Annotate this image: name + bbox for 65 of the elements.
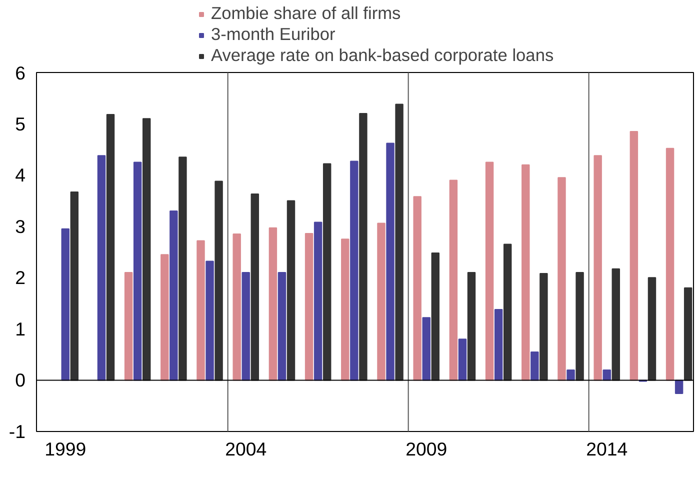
bar	[494, 308, 503, 381]
y-tick-label: -1	[8, 421, 26, 442]
bar	[422, 317, 430, 381]
bar	[458, 338, 467, 381]
bar	[540, 273, 548, 381]
bar	[170, 210, 178, 381]
y-tick-label: 2	[15, 267, 26, 288]
bar	[250, 194, 260, 381]
bar	[178, 156, 187, 381]
bar	[666, 148, 674, 381]
bar	[485, 162, 494, 381]
bar	[322, 163, 332, 381]
bar	[359, 113, 368, 381]
bar	[160, 254, 169, 381]
legend-label: Zombie share of all firms	[211, 3, 401, 24]
bar	[133, 162, 142, 381]
bar	[566, 369, 575, 381]
x-tick-label: 2009	[406, 438, 448, 460]
x-tick-label: 2014	[586, 438, 628, 460]
y-tick-label: 3	[15, 216, 26, 237]
bar	[97, 155, 106, 381]
bar	[70, 191, 79, 381]
y-tick-label: 6	[15, 62, 26, 84]
bar	[612, 268, 620, 381]
bar	[350, 160, 358, 381]
y-tick-label: 4	[15, 164, 26, 186]
bar	[413, 196, 422, 381]
bar	[648, 277, 656, 381]
bar	[106, 114, 115, 381]
bar	[449, 180, 458, 381]
bar	[431, 252, 440, 381]
bar	[503, 244, 512, 381]
bar	[142, 118, 151, 381]
bar	[530, 352, 539, 381]
bar	[232, 234, 241, 381]
bar	[268, 227, 278, 381]
bar	[206, 260, 214, 381]
bar	[61, 228, 70, 381]
bar	[467, 272, 476, 381]
bar	[594, 155, 602, 381]
bar	[674, 380, 684, 394]
bar	[242, 272, 250, 381]
bar	[314, 222, 322, 381]
bar	[278, 272, 286, 381]
y-tick-label: 1	[15, 318, 26, 340]
bar	[395, 104, 404, 381]
bar	[522, 164, 530, 381]
x-tick-label: 1999	[44, 438, 86, 460]
y-tick-label: 0	[15, 370, 26, 391]
bar	[196, 240, 205, 381]
bar	[304, 233, 314, 381]
legend-label: 3-month Euribor	[211, 24, 336, 45]
bar	[341, 238, 350, 381]
bar	[630, 130, 638, 381]
x-tick-label: 2004	[225, 438, 267, 460]
bar	[214, 180, 223, 381]
bar	[684, 287, 692, 381]
bar	[386, 142, 394, 381]
bar	[124, 272, 133, 381]
y-tick-label: 5	[15, 113, 26, 134]
legend-label: Average rate on bank-based corporate loans	[211, 45, 554, 66]
bar	[558, 177, 566, 381]
bar	[286, 200, 296, 381]
bar	[576, 272, 584, 381]
bar	[377, 222, 386, 381]
